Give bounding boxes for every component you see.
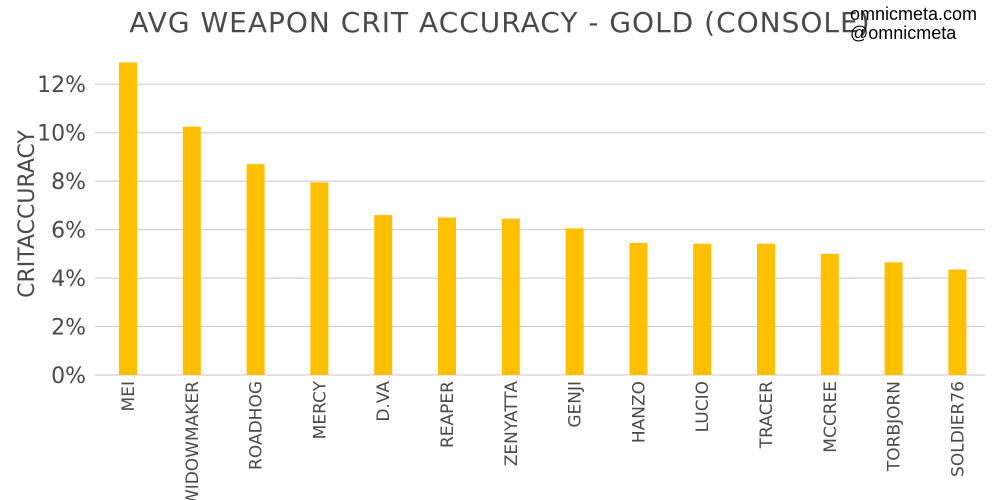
- brand-handle: @omnicmeta: [850, 23, 957, 43]
- x-tick-label: REAPER: [438, 381, 458, 448]
- x-tick-label: HANZO: [629, 381, 649, 443]
- x-tick-label: TORBJORN: [885, 381, 905, 472]
- bar-mei: [119, 62, 137, 376]
- y-tick-label: 4%: [51, 267, 86, 292]
- bar-roadhog: [246, 164, 265, 375]
- x-tick-label: LUCIO: [693, 381, 713, 432]
- bar-tracer: [757, 243, 775, 375]
- x-tick-label: MERCY: [310, 380, 330, 439]
- y-tick-label: 6%: [51, 219, 86, 244]
- x-tick-label: GENJI: [566, 381, 586, 428]
- x-tick-label: MCCREE: [821, 381, 841, 453]
- x-tick-label: ZENYATTA: [502, 381, 522, 467]
- x-tick-label: WIDOWMAKER: [183, 381, 203, 500]
- bars: [119, 62, 967, 376]
- x-tick-label: ROADHOG: [247, 381, 267, 470]
- bar-zenyatta: [501, 218, 520, 375]
- bar-hanzo: [629, 242, 648, 375]
- y-axis-label: CRITACCURACY: [15, 130, 40, 298]
- gridlines: [95, 83, 985, 376]
- x-tick-label: D.VA: [374, 381, 394, 422]
- x-tick-label: MEI: [119, 381, 139, 411]
- x-tick-labels: MEI WIDOWMAKER ROADHOG MERCY D.VA REAPER ZENYA…: [119, 380, 968, 500]
- bar-soldier76: [948, 269, 967, 375]
- bar-widowmaker: [182, 126, 201, 375]
- y-tick-label: 0%: [51, 364, 86, 389]
- x-tick-label: TRACER: [757, 381, 777, 449]
- chart-title: AVG WEAPON CRIT ACCURACY - GOLD (CONSOLE…: [129, 6, 870, 39]
- x-tick-label: SOLDIER76: [948, 381, 968, 477]
- bar-mercy: [310, 182, 329, 375]
- y-tick-labels: 0% 2% 4% 6% 8% 10% 12%: [37, 73, 86, 389]
- brand-site: omnicmeta.com: [850, 4, 977, 24]
- bar-mccree: [820, 253, 839, 375]
- bar-reaper: [438, 217, 456, 375]
- bar-genji: [565, 228, 584, 375]
- bar-d-va: [374, 215, 393, 375]
- y-tick-label: 8%: [51, 170, 86, 195]
- y-tick-label: 12%: [37, 73, 86, 98]
- y-tick-label: 2%: [51, 316, 86, 341]
- bar-torbjorn: [884, 262, 903, 375]
- bar-lucio: [693, 243, 712, 375]
- y-tick-label: 10%: [37, 122, 86, 147]
